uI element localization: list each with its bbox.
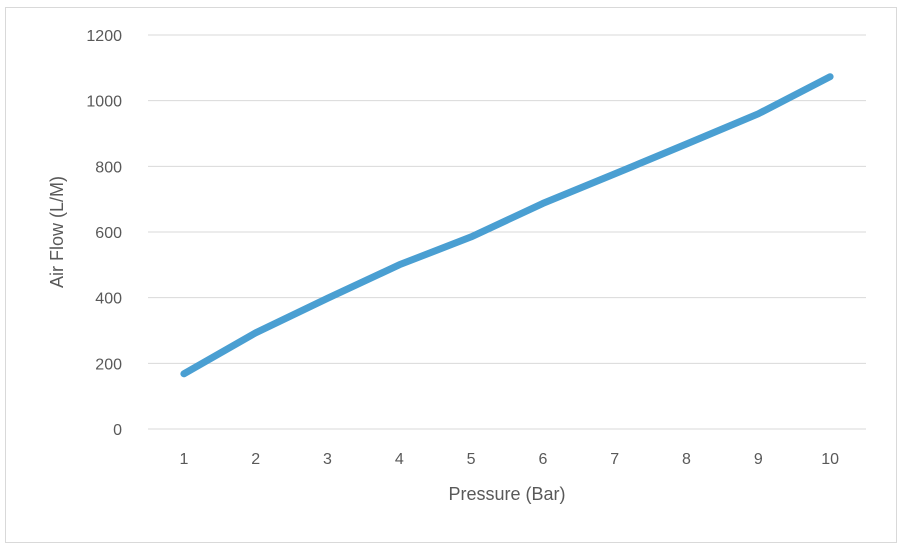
x-tick-label: 1 [179, 451, 188, 468]
y-tick-label: 0 [113, 422, 122, 439]
y-tick-label: 1000 [86, 94, 122, 111]
y-tick-label: 600 [95, 225, 122, 242]
x-axis-ticks: 1 2 3 4 5 6 7 8 9 10 [179, 451, 839, 468]
x-tick-label: 4 [395, 451, 404, 468]
x-tick-label: 10 [821, 451, 839, 468]
gridlines [148, 34, 866, 430]
x-tick-label: 6 [538, 451, 547, 468]
x-axis-title: Pressure (Bar) [448, 484, 565, 504]
y-tick-label: 400 [95, 291, 122, 308]
y-axis-ticks: 0 200 400 600 800 1000 1200 [86, 28, 122, 439]
x-tick-label: 8 [682, 451, 691, 468]
x-tick-label: 3 [323, 451, 332, 468]
x-tick-label: 7 [610, 451, 619, 468]
y-tick-label: 200 [95, 356, 122, 373]
x-tick-label: 9 [754, 451, 763, 468]
series-group [180, 73, 834, 378]
y-tick-label: 800 [95, 159, 122, 176]
series-line-0 [180, 73, 834, 378]
chart-frame [5, 7, 897, 543]
y-axis-title: Air Flow (L/M) [47, 176, 67, 288]
x-tick-label: 2 [251, 451, 260, 468]
y-tick-label: 1200 [86, 28, 122, 45]
x-tick-label: 5 [467, 451, 476, 468]
